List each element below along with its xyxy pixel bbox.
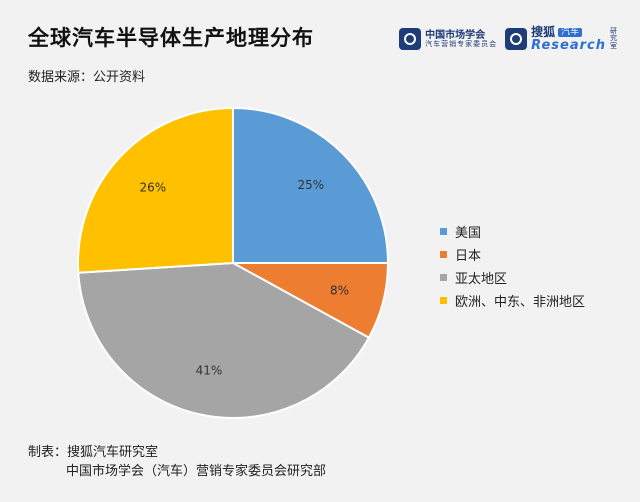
sohu-side-label: 研究室 [610, 26, 617, 50]
legend-swatch [440, 274, 447, 281]
legend-label: 日本 [455, 249, 482, 264]
legend-label: 美国 [455, 226, 482, 241]
data-label: 41% [196, 363, 223, 377]
footer-line-2: 中国市场学会（汽车）营销专家委员会研究部 [66, 464, 327, 479]
data-label: 26% [139, 181, 166, 195]
cma-logo-name: 中国市场学会 [425, 29, 486, 41]
legend-label: 欧洲、中东、非洲地区 [455, 295, 586, 310]
data-label: 8% [330, 283, 349, 297]
legend-swatch [440, 251, 447, 258]
legend-label: 亚太地区 [455, 272, 508, 287]
cma-logo-sub: 汽车营销专家委员会 [425, 39, 498, 48]
legend-item: 日本 [440, 243, 585, 266]
slice-emea [77, 106, 234, 274]
slice-usa [232, 106, 390, 264]
legend-swatch [440, 228, 447, 235]
legend-swatch [440, 297, 447, 304]
chart-legend: 美国日本亚太地区欧洲、中东、非洲地区 [440, 220, 585, 312]
cma-logo-icon [399, 28, 422, 51]
legend-item: 欧洲、中东、非洲地区 [440, 289, 585, 312]
sohu-research-logo: 搜狐 汽车 Research 研究室 [505, 26, 618, 52]
data-label: 25% [297, 178, 324, 192]
logos: 中国市场学会 汽车营销专家委员会 搜狐 汽车 Research 研究室 [399, 26, 618, 52]
slice-apac [77, 261, 371, 419]
footer-line-1: 制表：搜狐汽车研究室 [28, 445, 159, 460]
sohu-logo-icon [505, 28, 528, 51]
footer: 制表：搜狐汽车研究室 中国市场学会（汽车）营销专家委员会研究部 [28, 443, 326, 481]
chart-title: 全球汽车半导体生产地理分布 [28, 26, 314, 50]
data-source: 数据来源：公开资料 [28, 70, 146, 85]
legend-item: 美国 [440, 220, 585, 243]
sohu-brand-tag: 汽车 [558, 27, 583, 38]
sohu-research: Research [531, 37, 606, 53]
cma-logo: 中国市场学会 汽车营销专家委员会 [399, 28, 498, 51]
legend-item: 亚太地区 [440, 266, 585, 289]
sohu-brand: 搜狐 [531, 25, 556, 39]
